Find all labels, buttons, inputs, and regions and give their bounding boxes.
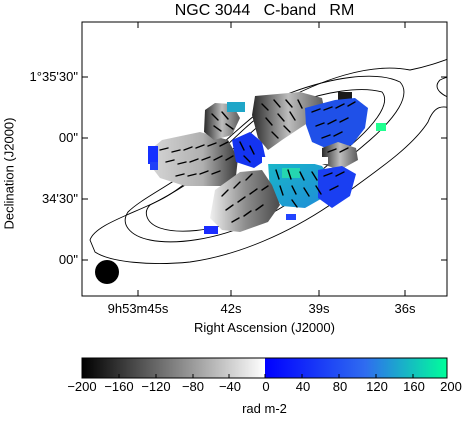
y-tick-label: 00" (58, 130, 78, 145)
y-tick-label: 34'30" (41, 191, 78, 206)
polarization-vectors (159, 99, 356, 223)
axis-ticks (82, 22, 447, 296)
colorbar-tick-label: −200 (67, 379, 97, 394)
beam-ellipse (95, 260, 119, 284)
colorbar-label: rad m-2 (242, 401, 287, 416)
colorbar-tick-label: 0 (262, 379, 270, 394)
x-tick-label: 42s (220, 301, 242, 316)
colorbar-tick-label: −160 (104, 379, 134, 394)
x-tick-label: 9h53m45s (107, 301, 169, 316)
colorbar-tick-label: 160 (403, 379, 425, 394)
colorbar-tick-label: −120 (141, 379, 171, 394)
colorbar-tick-label: 200 (440, 379, 462, 394)
colorbar-tick-label: 80 (332, 379, 348, 394)
y-tick-label: 1°35'30" (29, 69, 78, 84)
x-tick-label: 39s (308, 301, 330, 316)
colorbar-tick-label: 120 (366, 379, 388, 394)
x-axis-label: Right Ascension (J2000) (194, 320, 335, 335)
colorbar (81, 357, 448, 379)
x-tick-label: 36s (394, 301, 416, 316)
colorbar-tick-label: −40 (218, 379, 242, 394)
figure-title: NGC 3044 C-band RM (174, 2, 355, 19)
colorbar-tick-label: −80 (181, 379, 205, 394)
map-area (89, 58, 447, 284)
colorbar-tick-label: 40 (295, 379, 311, 394)
rm-patches (148, 92, 386, 234)
y-tick-label: 00" (58, 252, 78, 267)
